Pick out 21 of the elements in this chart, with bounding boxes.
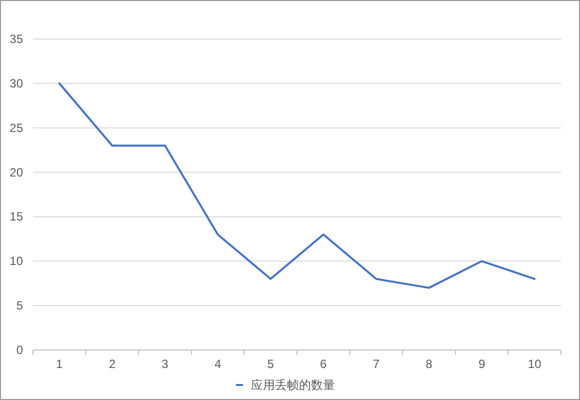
legend-label: 应用丢帧的数量 xyxy=(251,378,335,392)
x-tick-label: 8 xyxy=(426,357,433,371)
legend: 应用丢帧的数量 xyxy=(236,378,335,392)
y-tick-label: 20 xyxy=(10,165,24,180)
x-tick-label: 6 xyxy=(320,357,328,371)
x-tick-label: 5 xyxy=(267,357,274,371)
x-tick-label: 10 xyxy=(528,357,542,371)
x-tick-label: 4 xyxy=(214,357,222,371)
x-tick-label: 1 xyxy=(56,357,64,371)
x-tick-label: 2 xyxy=(108,357,116,371)
y-tick-label: 15 xyxy=(10,210,24,224)
x-tick-label: 9 xyxy=(478,357,486,371)
y-tick-label: 0 xyxy=(16,343,24,357)
line-series xyxy=(58,82,536,289)
y-tick-label: 30 xyxy=(10,76,24,90)
y-tick-label: 10 xyxy=(10,254,24,268)
y-tick-label: 35 xyxy=(10,32,24,46)
x-tick-label: 3 xyxy=(162,357,169,371)
y-tick-label: 5 xyxy=(16,298,24,313)
y-tick-label: 25 xyxy=(10,120,24,135)
x-tick-label: 7 xyxy=(372,357,380,371)
